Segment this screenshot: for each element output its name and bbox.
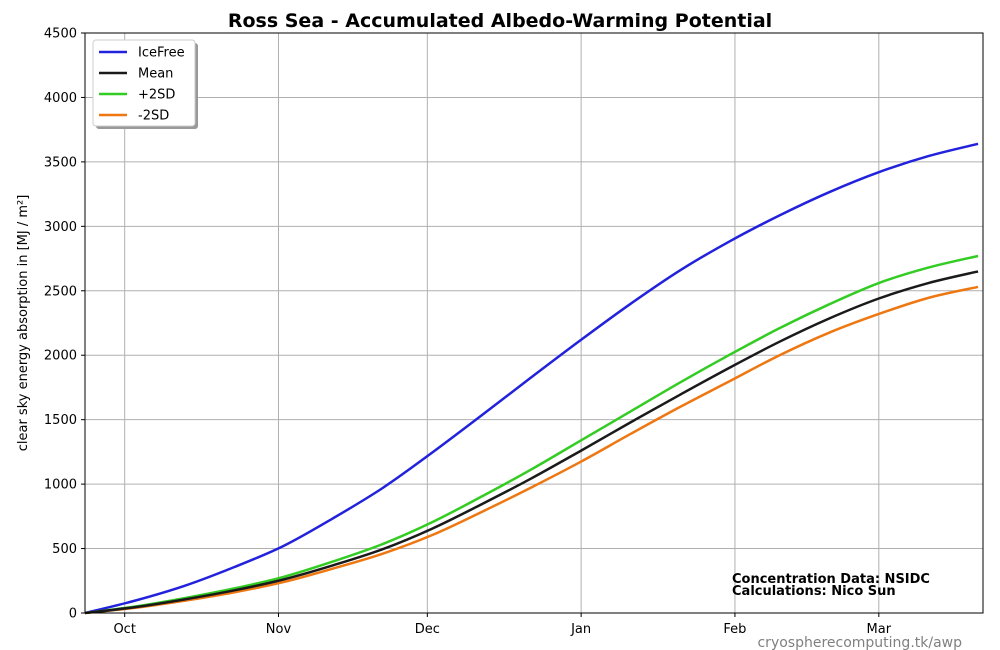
series-layer — [84, 142, 979, 615]
source-url: cryospherecomputing.tk/awp — [757, 635, 962, 650]
series-line-mean — [84, 270, 979, 615]
credit-line-2: Calculations: Nico Sun — [732, 584, 896, 599]
y-tick-label: 0 — [69, 607, 77, 622]
y-tick-label: 2000 — [44, 349, 77, 364]
x-tick-label: Oct — [113, 622, 135, 637]
x-tick-label: Feb — [723, 622, 746, 637]
y-tick-label: 500 — [52, 542, 77, 557]
y-tick-label: 3000 — [44, 220, 77, 235]
legend-label: +2SD — [138, 88, 175, 103]
plot-frame — [84, 32, 984, 614]
x-tick-label: Jan — [570, 622, 591, 637]
legend-label: IceFree — [138, 46, 185, 61]
legend-label: -2SD — [138, 109, 169, 124]
y-tick-label: 4500 — [44, 27, 77, 42]
series-line-icefree — [84, 142, 979, 615]
y-tick-label: 1000 — [44, 478, 77, 493]
y-tick-label: 2500 — [44, 284, 77, 299]
y-tick-label: 4000 — [44, 91, 77, 106]
y-axis-label: clear sky energy absorption in [MJ / m²] — [16, 195, 31, 452]
x-tick-label: Nov — [266, 622, 292, 637]
legend-box — [92, 39, 196, 127]
credit-line-1: Concentration Data: NSIDC — [732, 572, 930, 587]
axis-ticks: 0 500 1000 1500 2000 2500 3000 3500 4000 4500 Oct N… — [44, 27, 892, 638]
y-tick-label: 1500 — [44, 413, 77, 428]
grid — [85, 32, 983, 614]
x-tick-label: Mar — [867, 622, 892, 637]
legend-label: Mean — [138, 67, 173, 82]
series-line-2sd — [84, 254, 979, 615]
legend: IceFree Mean +2SD -2SD — [92, 39, 198, 129]
y-tick-label: 3500 — [44, 155, 77, 170]
chart-title: Ross Sea - Accumulated Albedo-Warming Po… — [228, 10, 772, 32]
plot-background — [85, 33, 983, 613]
x-tick-label: Dec — [415, 622, 440, 637]
series-line-2sd — [84, 285, 979, 615]
